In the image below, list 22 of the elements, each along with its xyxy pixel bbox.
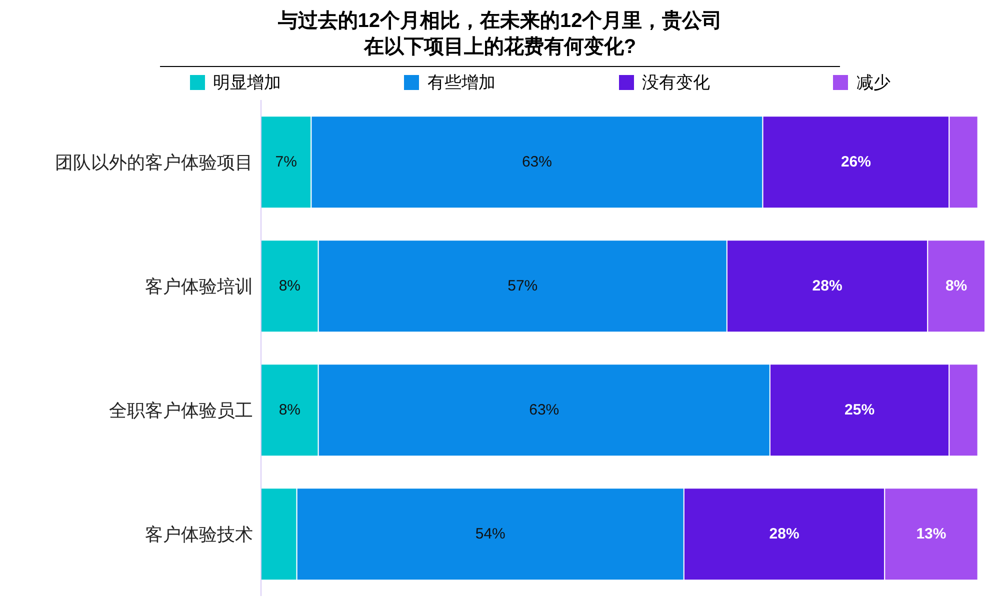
data-label: 7% xyxy=(275,154,297,171)
y-tick-label: 团队以外的客户体验项目 xyxy=(55,152,253,172)
chart-title: 与过去的12个月相比，在未来的12个月里，贵公司在以下项目上的花费有何变化? xyxy=(276,9,724,60)
y-tick-label: 客户体验技术 xyxy=(145,524,253,544)
data-label: 63% xyxy=(529,402,560,419)
y-tick-label: 全职客户体验员工 xyxy=(109,400,253,420)
data-label: 26% xyxy=(840,154,871,171)
data-label: 8% xyxy=(278,278,301,295)
data-label: 13% xyxy=(916,526,946,543)
data-label: 54% xyxy=(475,526,506,543)
data-label: 63% xyxy=(522,154,552,171)
data-label: 28% xyxy=(769,526,800,543)
data-label: 57% xyxy=(508,278,538,295)
legend-label: 明显增加 xyxy=(212,72,281,94)
data-label: 25% xyxy=(844,402,875,419)
legend-label: 没有变化 xyxy=(642,72,710,94)
y-tick-label: 客户体验培训 xyxy=(145,276,253,296)
legend-label: 减少 xyxy=(856,72,890,94)
data-label: 8% xyxy=(945,278,968,295)
data-label: 28% xyxy=(812,278,842,295)
series-label: 有些增加 xyxy=(427,72,496,94)
data-label: 8% xyxy=(278,402,301,419)
